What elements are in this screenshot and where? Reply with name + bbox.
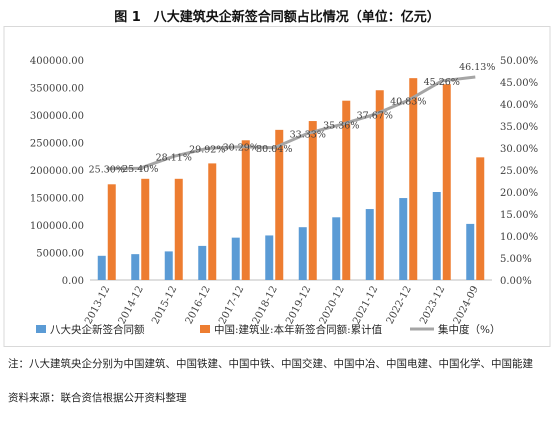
legend-label-2: 中国:建筑业:本年新签合同额:累计值 [214, 323, 383, 336]
line-data-label: 37.67% [357, 110, 393, 121]
bar-10-central-soe [399, 198, 408, 280]
y-left-tick-label: 400000.00 [30, 56, 84, 67]
line-data-label: 25.30% [89, 165, 125, 176]
bar-4-national [208, 163, 217, 280]
bar-11-central-soe [432, 192, 441, 280]
y-right-tick-label: 15.00% [500, 210, 538, 221]
y-right-tick-label: 20.00% [500, 188, 538, 199]
chart-border [3, 26, 551, 347]
bar-3-national [174, 178, 183, 280]
bar-5-central-soe [231, 237, 240, 280]
bar-12-national [476, 157, 485, 280]
bar-6-central-soe [265, 235, 274, 280]
line-data-label: 33.33% [290, 129, 326, 140]
y-right-tick-label: 45.00% [500, 78, 538, 89]
x-tick-label: 2017-12 [217, 284, 246, 326]
bar-12-central-soe [466, 223, 475, 280]
legend-label-1: 八大央企新签合同额 [50, 323, 145, 336]
line-data-label: 29.92% [189, 144, 225, 155]
bar-4-central-soe [198, 245, 207, 280]
bar-1-central-soe [97, 255, 106, 280]
concentration-line [106, 75, 476, 171]
x-tick-label: 2020-12 [318, 284, 347, 326]
y-right-tick-label: 0.00% [500, 276, 532, 287]
bar-8-central-soe [332, 217, 341, 280]
line-data-label: 30.04% [256, 144, 292, 155]
y-left-tick-label: 250000.00 [30, 139, 84, 150]
y-left-tick-label: 50000.00 [36, 249, 84, 260]
legend-swatch-1 [36, 325, 46, 333]
bar-8-national [342, 100, 351, 280]
bar-3-central-soe [164, 251, 173, 280]
x-tick-label: 2018-12 [251, 284, 280, 326]
line-data-label: 25.40% [122, 164, 158, 175]
x-tick-label: 2024-09 [452, 284, 481, 326]
bar-7-central-soe [298, 227, 307, 280]
x-tick-label: 2016-12 [184, 284, 213, 326]
y-left-tick-label: 0.00 [62, 276, 84, 287]
y-left-tick-label: 150000.00 [30, 194, 84, 205]
legend-swatch-2 [200, 325, 210, 333]
bar-7-national [308, 121, 317, 280]
x-tick-label: 2023-12 [418, 284, 447, 326]
x-tick-label: 2019-12 [284, 284, 313, 326]
y-left-tick-label: 100000.00 [30, 221, 84, 232]
line-data-label: 28.11% [156, 152, 192, 163]
y-right-tick-label: 30.00% [500, 144, 538, 155]
line-data-label: 30.29% [223, 143, 259, 154]
y-left-tick-label: 200000.00 [30, 166, 84, 177]
line-data-label: 46.13% [459, 62, 495, 73]
x-tick-label: 2021-12 [351, 284, 380, 326]
y-right-tick-label: 5.00% [500, 254, 532, 265]
bar-9-national [375, 90, 384, 280]
bar-11-national [442, 84, 451, 280]
x-tick-label: 2014-12 [117, 284, 146, 326]
bar-2-national [141, 178, 150, 280]
x-tick-label: 2022-12 [385, 284, 414, 326]
bar-2-central-soe [131, 254, 140, 280]
footnote: 注：八大建筑央企分别为中国建筑、中国铁建、中国中铁、中国交建、中国中冶、中国电建… [8, 358, 533, 370]
line-data-label: 45.26% [424, 77, 460, 88]
bar-10-national [409, 78, 418, 281]
bar-6-national [275, 129, 284, 280]
y-right-tick-label: 35.00% [500, 122, 538, 133]
x-tick-label: 2013-12 [83, 284, 112, 326]
line-data-label: 40.83% [390, 96, 426, 107]
x-tick-label: 2015-12 [150, 284, 179, 326]
bar-5-national [241, 140, 250, 280]
y-left-tick-label: 300000.00 [30, 111, 84, 122]
y-right-tick-label: 10.00% [500, 232, 538, 243]
y-left-tick-label: 350000.00 [30, 84, 84, 95]
chart-title: 图 1 八大建筑央企新签合同额占比情况（单位：亿元） [114, 10, 440, 25]
y-right-tick-label: 40.00% [500, 100, 538, 111]
bar-1-national [107, 184, 116, 280]
legend-label-3: 集中度（%） [438, 323, 500, 336]
plot-area: 0.00 50000.00 100000.00 150000.00 200000.00 2… [30, 56, 538, 336]
bar-9-central-soe [365, 209, 374, 280]
chart: 0.00 50000.00 100000.00 150000.00 200000.00 2… [3, 26, 551, 347]
y-right-tick-label: 25.00% [500, 166, 538, 177]
source-note: 资料来源：联合资信根据公开资料整理 [8, 392, 187, 404]
y-right-tick-label: 50.00% [500, 56, 538, 67]
line-data-label: 35.36% [323, 120, 359, 131]
